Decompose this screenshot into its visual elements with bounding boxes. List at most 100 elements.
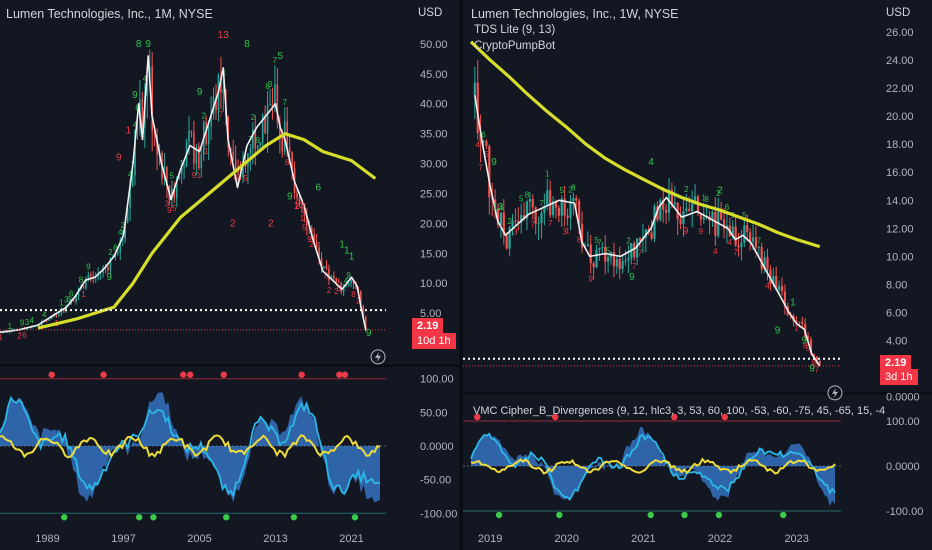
weekly-signal-dot xyxy=(671,413,678,421)
weekly-candle-body xyxy=(775,276,778,291)
monthly-tds-count: 2 xyxy=(108,248,113,257)
weekly-candle-body xyxy=(679,219,682,224)
monthly-tds-count: 1 xyxy=(8,322,13,331)
weekly-candle-body xyxy=(673,202,676,205)
monthly-tds-count: 1 xyxy=(197,171,202,180)
weekly-candle-body xyxy=(615,258,618,267)
weekly-candle-body xyxy=(818,361,821,364)
pane-divider[interactable] xyxy=(459,0,463,550)
weekly-candle-body xyxy=(636,238,639,258)
monthly-x-tick-label: 1989 xyxy=(35,533,59,545)
weekly-candle-body xyxy=(601,246,604,249)
monthly-tds-count: 7 xyxy=(273,56,278,65)
weekly-y-tick-label: 22.00 xyxy=(886,83,914,95)
monthly-candle-body xyxy=(274,84,276,108)
monthly-candle-body xyxy=(58,313,60,316)
weekly-candle-body xyxy=(514,220,517,222)
monthly-candle-body xyxy=(99,272,102,274)
monthly-candle-body xyxy=(345,286,347,288)
monthly-candle-body xyxy=(220,75,222,93)
weekly-tds-count: 7 xyxy=(733,248,738,257)
monthly-candle-body xyxy=(291,151,293,169)
weekly-x-tick-label: 2019 xyxy=(478,533,502,545)
monthly-signal-dot xyxy=(223,514,230,521)
monthly-chart-pane[interactable]: 50.00 45.00 40.00 35.00 30.00 25.00 20.00 15.00… xyxy=(0,0,459,550)
weekly-candle-body xyxy=(670,189,673,205)
weekly-candle-body xyxy=(749,232,752,242)
weekly-candle-body xyxy=(502,212,505,236)
monthly-tds-count: 9 xyxy=(86,263,91,272)
weekly-tds-count: 1 xyxy=(794,323,799,332)
monthly-tds-count: 9 xyxy=(20,319,25,328)
monthly-tds-count: 9 xyxy=(256,136,261,145)
weekly-currency-label: USD xyxy=(886,7,911,19)
monthly-tds-count: 3 xyxy=(165,199,170,208)
weekly-candle-body xyxy=(531,198,534,208)
monthly-candle-body xyxy=(82,285,85,288)
weekly-candle-body xyxy=(812,353,815,357)
weekly-tds-count: 2 xyxy=(568,186,573,195)
weekly-signal-dot xyxy=(715,511,723,519)
monthly-tds-count: 4 xyxy=(30,316,35,325)
monthly-candle-body xyxy=(200,154,203,168)
weekly-tds-count: 7 xyxy=(632,262,637,271)
monthly-candle-body xyxy=(215,97,217,111)
monthly-signal-dot xyxy=(48,371,55,378)
monthly-candle-body xyxy=(180,167,183,174)
weekly-tds-count: 5 xyxy=(560,186,565,195)
monthly-candle-body xyxy=(13,329,16,331)
monthly-tds-count: 5 xyxy=(302,223,307,232)
monthly-chart-title: Lumen Technologies, Inc., 1M, NYSE xyxy=(6,7,213,21)
monthly-candle-body xyxy=(350,279,352,284)
monthly-candle-body xyxy=(175,179,178,199)
monthly-candle-body xyxy=(232,151,234,160)
monthly-candle-body xyxy=(4,331,6,333)
monthly-tds-count: 8 xyxy=(265,82,270,91)
monthly-signal-dot xyxy=(135,514,143,521)
monthly-count-label: 9 xyxy=(106,272,112,283)
weekly-y-tick-label: 18.00 xyxy=(886,139,914,151)
monthly-pane-separator xyxy=(0,364,459,367)
weekly-chart-pane[interactable]: 26.00 24.00 22.00 20.00 18.00 16.00 14.00 12.00… xyxy=(463,0,932,550)
monthly-price-line xyxy=(0,55,367,333)
monthly-candle-body xyxy=(269,103,271,106)
monthly-countdown-tag: 10d 1h xyxy=(412,333,456,349)
weekly-count-label: 9 xyxy=(683,226,689,237)
monthly-candle-body xyxy=(249,148,252,154)
weekly-candle-body xyxy=(589,244,592,264)
monthly-signal-dot xyxy=(336,371,343,378)
weekly-candle-body xyxy=(496,208,500,225)
monthly-tds-count: 6 xyxy=(337,284,342,293)
weekly-candle-body xyxy=(621,261,624,269)
monthly-signal-dot xyxy=(290,514,298,521)
monthly-y-tick-label: 15.00 xyxy=(420,248,448,260)
weekly-moving-average-line xyxy=(469,40,821,249)
monthly-tds-count: 6 xyxy=(69,290,74,299)
weekly-candle-body xyxy=(554,201,558,208)
monthly-tds-count: 3 xyxy=(64,296,69,305)
monthly-candle-body xyxy=(328,268,330,280)
monthly-candle-body xyxy=(107,266,109,271)
monthly-candle-body xyxy=(87,274,90,279)
weekly-candle-body xyxy=(612,252,616,267)
weekly-candle-body xyxy=(653,206,656,239)
weekly-chart-canvas[interactable]: 26.0024.0022.0020.0018.0016.0014.0012.00… xyxy=(463,0,932,550)
monthly-candle-body xyxy=(131,175,134,187)
weekly-tds-count: 6 xyxy=(481,131,486,140)
monthly-candle-body xyxy=(65,305,68,312)
weekly-candle-body xyxy=(572,197,575,202)
monthly-candle-body xyxy=(335,278,338,282)
monthly-indicator-tick-label: -100.00 xyxy=(420,508,457,520)
weekly-tds-count: 5 xyxy=(742,211,747,220)
monthly-candle-body xyxy=(271,103,274,108)
monthly-chart-canvas[interactable]: 50.0045.0040.0035.0030.0025.0020.0015.00… xyxy=(0,0,459,550)
monthly-tds-count: 1 xyxy=(59,299,64,308)
weekly-candle-body xyxy=(528,198,531,202)
weekly-x-tick-label: 2020 xyxy=(555,533,579,545)
weekly-alert-bolt-glyph xyxy=(832,387,838,398)
weekly-tds-count: 8 xyxy=(704,195,709,204)
monthly-signal-dot xyxy=(150,514,157,521)
weekly-candle-body xyxy=(751,237,755,242)
monthly-signal-dot xyxy=(341,371,349,378)
weekly-tds-count: 2 xyxy=(684,185,689,194)
